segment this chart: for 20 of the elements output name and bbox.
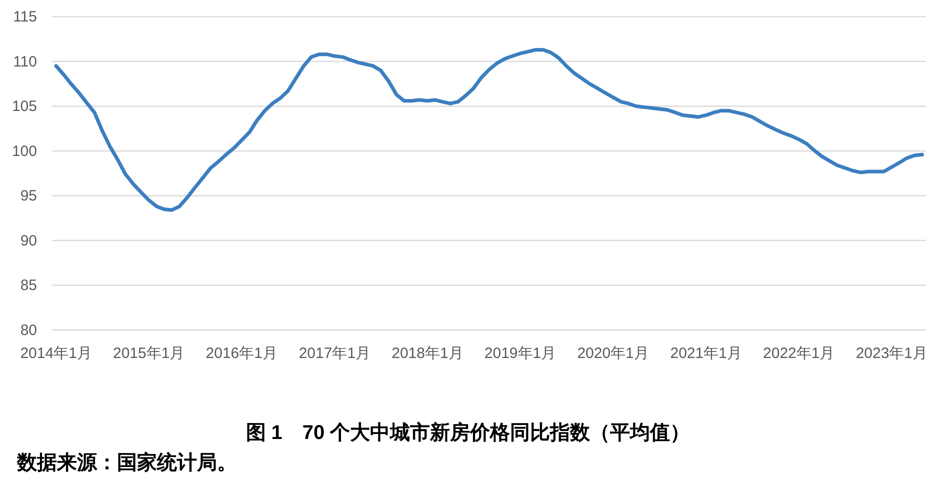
xtick-label: 2020年1月 bbox=[577, 345, 649, 362]
ytick-label: 95 bbox=[20, 188, 37, 205]
ytick-label: 90 bbox=[20, 232, 37, 250]
xtick-label: 2022年1月 bbox=[763, 345, 835, 362]
xtick-label: 2016年1月 bbox=[206, 345, 278, 362]
xtick-label: 2021年1月 bbox=[670, 345, 742, 362]
xtick-label: 2017年1月 bbox=[298, 345, 371, 362]
ytick-label: 100 bbox=[12, 142, 37, 160]
annotation: 数据来源：国家统计局。 bbox=[17, 452, 237, 474]
xtick-label: 2018年1月 bbox=[392, 345, 464, 362]
ytick-label: 110 bbox=[13, 53, 37, 70]
ytick-label: 85 bbox=[20, 277, 37, 294]
ytick-label: 115 bbox=[13, 8, 37, 26]
title: 图 1 70 个大中城市新房价格同比指数（平均值） bbox=[246, 422, 690, 444]
xtick-label: 2015年1月 bbox=[113, 345, 185, 362]
xtick-label: 2023年1月 bbox=[856, 345, 928, 362]
ytick-label: 80 bbox=[20, 322, 37, 339]
xtick-label: 2014年1月 bbox=[20, 345, 92, 362]
xtick-label: 2019年1月 bbox=[484, 345, 556, 362]
ytick-label: 105 bbox=[12, 98, 37, 116]
